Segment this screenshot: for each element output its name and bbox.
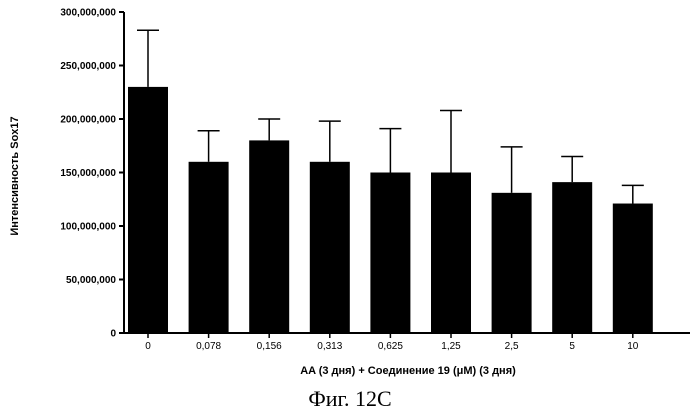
x-axis-title: AA (3 дня) + Соединение 19 (μM) (3 дня)	[300, 365, 516, 377]
y-tick-label: 150,000,000	[60, 168, 116, 179]
bar	[128, 86, 168, 334]
y-tick-label: 200,000,000	[60, 115, 116, 126]
y-tick-label: 50,000,000	[66, 275, 116, 286]
y-axis-title: Интенсивность Sox17	[9, 116, 21, 235]
y-tick-label: 250,000,000	[60, 61, 116, 72]
bar	[249, 140, 290, 333]
x-tick-label: 0	[145, 341, 151, 352]
y-tick-label: 100,000,000	[60, 222, 116, 233]
figure-caption: Фиг. 12C	[308, 386, 392, 411]
axes-group: 0 50,000,000 100,000,000 150,000,000 200,000…	[60, 8, 690, 352]
y-tick-label: 0	[110, 329, 116, 340]
bars-group	[128, 86, 653, 334]
bar	[431, 172, 471, 333]
x-tick-label: 10	[627, 341, 639, 352]
bar	[370, 172, 411, 333]
x-tick-label: 5	[569, 341, 575, 352]
x-tick-label: 0,156	[257, 341, 282, 352]
bar	[309, 161, 350, 333]
bar	[612, 203, 653, 333]
x-tick-label: 1,25	[441, 341, 461, 352]
bar	[188, 161, 229, 333]
x-tick-label: 0,313	[317, 341, 342, 352]
y-tick-label: 300,000,000	[60, 8, 116, 19]
bar	[491, 192, 532, 333]
x-tick-label: 0,078	[196, 341, 221, 352]
x-tick-label: 2,5	[505, 341, 519, 352]
error-bars-group	[137, 29, 644, 204]
bar	[552, 182, 593, 333]
x-tick-label: 0,625	[378, 341, 403, 352]
